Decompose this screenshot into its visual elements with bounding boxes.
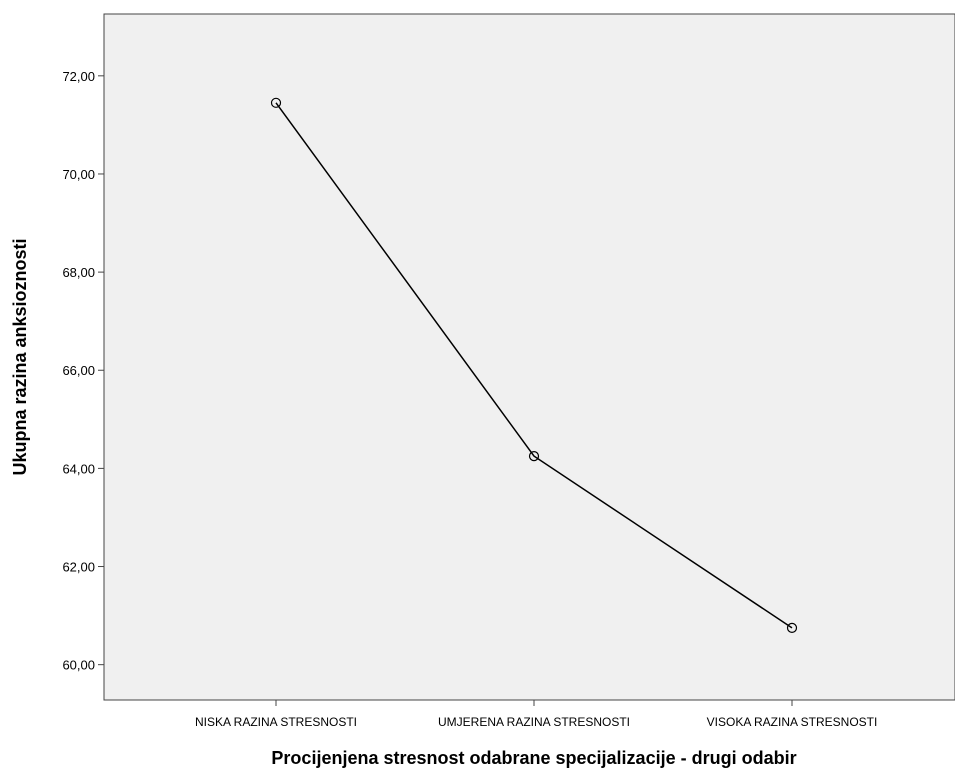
y-tick-label: 62,00 [62,560,95,575]
y-axis-title: Ukupna razina anksioznosti [10,238,30,475]
x-axis: NISKA RAZINA STRESNOSTI UMJERENA RAZINA S… [195,700,877,729]
x-tick-label: VISOKA RAZINA STRESNOSTI [707,715,878,729]
x-tick-label: NISKA RAZINA STRESNOSTI [195,715,357,729]
y-tick-label: 72,00 [62,69,95,84]
y-axis: 60,00 62,00 64,00 66,00 68,00 70,00 72,00 [62,69,104,673]
y-tick-label: 64,00 [62,461,95,476]
y-tick-label: 60,00 [62,658,95,673]
x-tick-label: UMJERENA RAZINA STRESNOSTI [438,715,630,729]
series-group [270,97,798,633]
x-axis-title: Procijenjena stresnost odabrane specijal… [271,748,796,768]
series-line [275,102,793,629]
y-tick-label: 70,00 [62,167,95,182]
data-point [270,97,282,108]
y-tick-label: 68,00 [62,265,95,280]
plot-area [103,13,955,701]
y-tick-label: 66,00 [62,363,95,378]
data-point [528,451,540,462]
data-point [786,622,798,633]
